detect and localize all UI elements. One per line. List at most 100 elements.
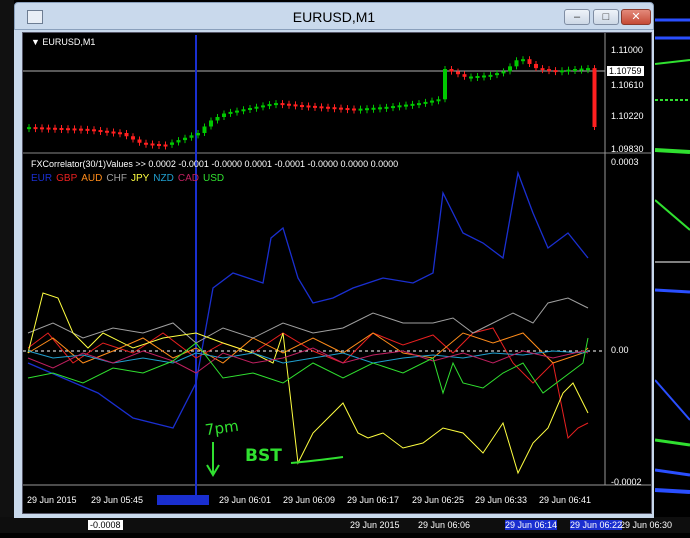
time-axis-label: 29 Jun 06:17 xyxy=(347,495,400,505)
price-tick: 1.09830 xyxy=(611,144,644,154)
candle-body xyxy=(118,132,122,135)
candle-body xyxy=(391,106,395,109)
candle-body xyxy=(326,106,330,109)
candle-body xyxy=(449,69,454,72)
candle-body xyxy=(137,139,142,143)
series-line-nzd xyxy=(27,350,589,364)
candle-body xyxy=(92,129,96,132)
candle-body xyxy=(131,136,135,140)
chart-window-icon xyxy=(27,10,43,24)
candle-body xyxy=(241,109,246,112)
candle-body xyxy=(436,99,441,102)
legend-aud: AUD xyxy=(81,173,103,184)
series-line-eur xyxy=(27,170,589,429)
annotation-text-tz: BST xyxy=(245,446,282,466)
bottom-axis-label: 29 Jun 06:22 xyxy=(570,520,623,530)
series-line-chf xyxy=(27,297,589,344)
price-tick: 1.10220 xyxy=(611,111,644,121)
candle-body xyxy=(371,107,376,110)
chart-canvas[interactable] xyxy=(23,33,651,513)
candle-body xyxy=(98,130,103,133)
candle-body xyxy=(319,106,324,109)
candle-body xyxy=(235,110,239,113)
candle-body xyxy=(313,105,317,108)
candle-body xyxy=(560,70,564,73)
candle-body xyxy=(378,107,382,110)
candle-body xyxy=(397,105,402,108)
legend-cad: CAD xyxy=(177,173,199,184)
indicator-tick: -0.0002 xyxy=(611,477,642,487)
symbol-label: EURUSD,M1 xyxy=(42,37,96,47)
candle-body xyxy=(475,76,480,78)
series-line-aud xyxy=(27,332,589,364)
candle-body xyxy=(332,107,337,110)
candle-body xyxy=(59,128,64,130)
window-titlebar[interactable]: EURUSD,M1 – □ ✕ xyxy=(14,2,654,30)
bottom-axis-label: 29 Jun 06:14 xyxy=(505,520,558,530)
maximize-button[interactable]: □ xyxy=(593,9,619,25)
candle-body xyxy=(287,103,291,106)
series-line-usd xyxy=(27,337,589,395)
candle-body xyxy=(469,76,473,79)
candle-body xyxy=(306,105,311,108)
candle-body xyxy=(215,117,220,121)
candle-body xyxy=(345,108,350,111)
bottom-axis-label: 29 Jun 2015 xyxy=(350,520,400,530)
time-axis-label: 29 Jun 06:33 xyxy=(475,495,528,505)
annotation-arrow xyxy=(206,442,220,477)
candle-body xyxy=(547,69,551,72)
candle-body xyxy=(170,142,174,145)
candle-body xyxy=(423,101,428,104)
bottom-axis-label: 29 Jun 06:06 xyxy=(418,520,471,530)
candle-body xyxy=(417,103,421,106)
candle-body xyxy=(274,103,278,106)
legend-gbp: GBP xyxy=(56,173,78,184)
candle-body xyxy=(124,133,129,137)
candle-body xyxy=(196,133,200,136)
candle-body xyxy=(352,108,356,111)
annotation-underline xyxy=(290,456,344,464)
candle-body xyxy=(579,68,584,71)
candle-body xyxy=(566,69,571,72)
candle-body xyxy=(222,113,226,117)
bottom-axis-label: 29 Jun 06:30 xyxy=(620,520,673,530)
indicator-tick: 0.00 xyxy=(611,345,629,355)
minimize-button[interactable]: – xyxy=(564,9,590,25)
candle-body xyxy=(586,68,590,71)
candle-body xyxy=(280,103,285,106)
candle-body xyxy=(183,137,187,141)
price-tick: 1.11000 xyxy=(611,45,643,55)
time-axis-label: 29 Jun 06:25 xyxy=(412,495,465,505)
candle-body xyxy=(365,108,369,111)
candle-body xyxy=(384,106,389,109)
close-button[interactable]: ✕ xyxy=(621,9,651,25)
background-window-left xyxy=(0,0,14,533)
candle-body xyxy=(456,71,460,75)
chart-area[interactable]: ▼ EURUSD,M1 1.11000 1.10759 1.10610 1.10… xyxy=(22,32,652,514)
time-axis-label: 29 Jun 06:41 xyxy=(539,495,592,505)
candle-body xyxy=(111,131,116,134)
candle-body xyxy=(163,144,168,147)
candle-body xyxy=(482,75,486,78)
candle-body xyxy=(176,140,181,143)
candle-body xyxy=(72,128,77,131)
legend-nzd: NZD xyxy=(153,173,174,184)
bottom-value: -0.0008 xyxy=(88,520,123,530)
time-axis-label: 29 Jun 06:01 xyxy=(219,495,272,505)
candle-body xyxy=(248,108,252,110)
candle-body xyxy=(488,74,493,77)
candle-body xyxy=(46,127,51,130)
candle-body xyxy=(261,105,265,108)
candle-body xyxy=(27,127,31,130)
candle-body xyxy=(404,104,408,107)
legend-usd: USD xyxy=(202,173,225,184)
time-axis-label: 29 Jun 06:09 xyxy=(283,495,336,505)
candle-body xyxy=(339,107,343,110)
candle-body xyxy=(254,106,259,109)
legend-jpy: JPY xyxy=(130,173,150,184)
candle-body xyxy=(293,104,298,107)
candle-body xyxy=(53,127,57,130)
candle-body xyxy=(573,69,577,71)
candle-body xyxy=(209,120,213,127)
candle-body xyxy=(105,130,109,133)
